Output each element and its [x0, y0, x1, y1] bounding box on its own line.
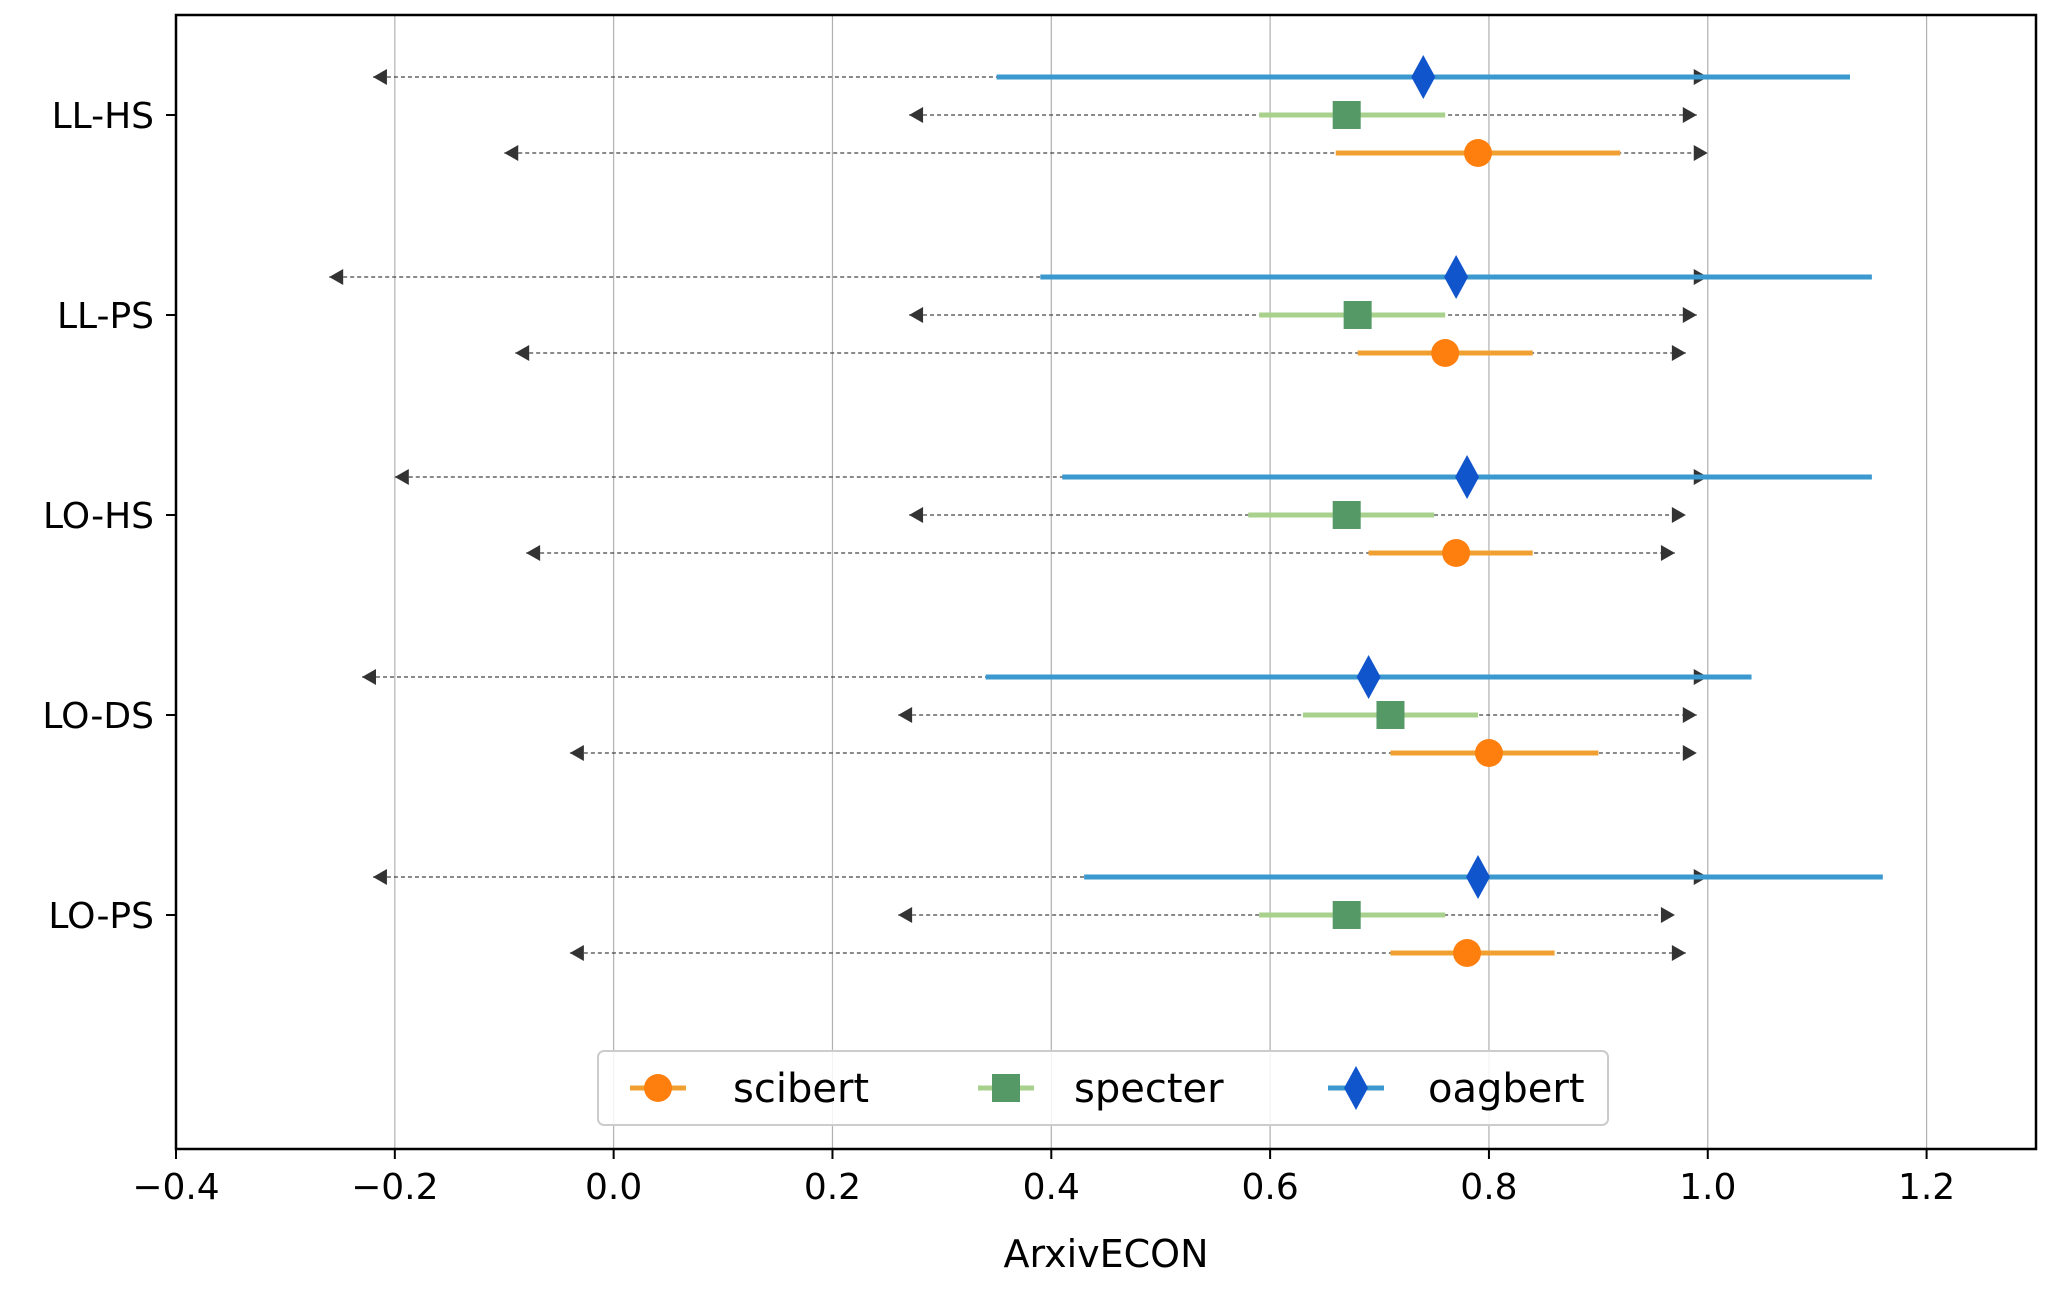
x-tick-label: 0.0: [585, 1167, 642, 1208]
x-tick-label: −0.2: [351, 1167, 438, 1208]
y-tick-label: LL-HS: [52, 96, 154, 137]
x-tick-label: 0.4: [1023, 1167, 1080, 1208]
data-point: [1332, 101, 1361, 129]
x-tick-label: 1.2: [1898, 1167, 1955, 1208]
data-point: [1356, 655, 1381, 699]
range-arrow-left: [569, 945, 584, 961]
range-arrow-left: [515, 345, 530, 361]
range-arrow-left: [909, 307, 924, 323]
range-arrow-right: [1671, 507, 1686, 523]
range-arrow-left: [372, 869, 387, 885]
legend-label: oagbert: [1428, 1066, 1585, 1112]
range-arrow-right: [1660, 545, 1675, 561]
data-point: [1466, 855, 1490, 899]
data-point: [1474, 739, 1503, 767]
range-arrow-left: [526, 545, 541, 561]
y-axis: LL-HS LL-PS LO-HS LO-DS LO-PS: [42, 96, 176, 937]
legend-marker: [1344, 1066, 1368, 1110]
range-arrow-right: [1671, 345, 1686, 361]
data-point: [1343, 301, 1372, 329]
data-point: [1455, 455, 1480, 499]
x-tick-label: 0.6: [1241, 1167, 1298, 1208]
x-tick-label: −0.4: [132, 1167, 219, 1208]
y-tick-label: LO-PS: [48, 896, 154, 937]
legend-marker: [644, 1074, 672, 1102]
x-axis: −0.4 −0.2 0.0 0.2 0.4 0.6 0.8 1.0 1.2: [132, 1149, 1955, 1208]
range-arrow-left: [569, 745, 584, 761]
range-arrow-right: [1682, 307, 1697, 323]
range-arrow-right: [1693, 145, 1708, 161]
range-arrow-left: [909, 507, 924, 523]
y-tick-label: LL-PS: [57, 296, 154, 337]
x-axis-label: ArxivECON: [1003, 1232, 1208, 1276]
range-arrow-left: [394, 469, 409, 485]
data-point: [1442, 539, 1471, 567]
data-point: [1332, 901, 1361, 929]
range-arrow-right: [1682, 745, 1697, 761]
data-point: [1332, 501, 1361, 529]
y-tick-label: LO-DS: [42, 696, 154, 737]
range-arrow-left: [329, 269, 344, 285]
plot-frame: [174, 13, 2038, 1151]
range-arrow-right: [1682, 707, 1697, 723]
range-arrow-left: [909, 107, 924, 123]
grid-lines: [175, 15, 1928, 1149]
legend: scibert specter oagbert: [597, 1050, 1609, 1126]
range-arrow-left: [372, 69, 387, 85]
x-tick-label: 0.2: [804, 1167, 861, 1208]
data-point: [1444, 255, 1469, 299]
data-point: [1376, 701, 1405, 729]
range-arrow-right: [1682, 107, 1697, 123]
range-arrow-right: [1660, 907, 1675, 923]
data-point: [1464, 139, 1492, 167]
range-arrow-right: [1671, 945, 1686, 961]
data-point: [1411, 55, 1436, 99]
y-tick-label: LO-HS: [43, 496, 154, 537]
range-arrow-left: [898, 707, 913, 723]
plot-area: [329, 55, 1883, 967]
legend-marker: [992, 1074, 1020, 1102]
range-arrow-left: [898, 907, 913, 923]
range-arrow-left: [504, 145, 519, 161]
legend-label: scibert: [733, 1066, 869, 1112]
legend-label: specter: [1074, 1066, 1224, 1112]
range-arrow-left: [362, 669, 376, 685]
x-tick-label: 0.8: [1460, 1167, 1517, 1208]
data-point: [1431, 339, 1460, 367]
data-point: [1453, 939, 1482, 967]
x-tick-label: 1.0: [1679, 1167, 1736, 1208]
